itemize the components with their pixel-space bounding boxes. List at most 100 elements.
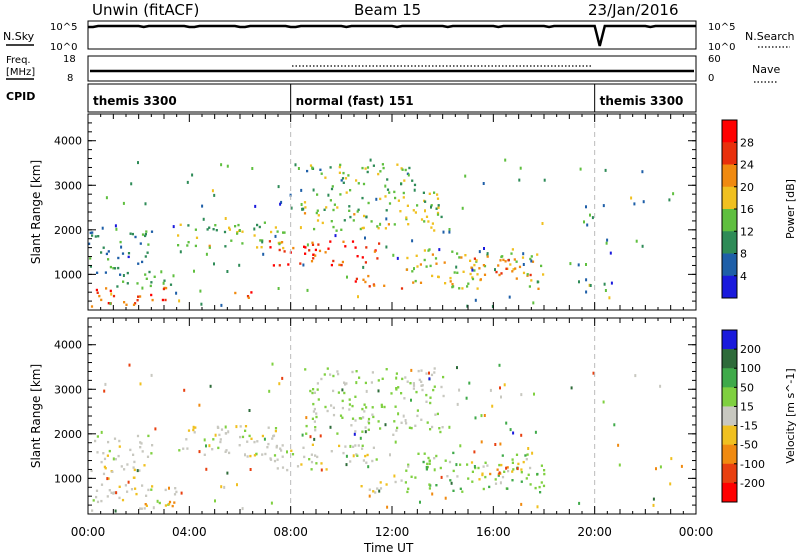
echo-cell — [278, 248, 281, 252]
echo-cell — [382, 166, 385, 170]
echo-cell — [162, 281, 165, 285]
echo-cell — [392, 253, 395, 257]
echo-cell — [402, 414, 405, 418]
echo-cell — [395, 372, 398, 375]
echo-cell — [90, 305, 94, 308]
echo-cell — [428, 459, 431, 462]
echo-cell — [345, 191, 348, 194]
echo-cell — [332, 406, 335, 409]
echo-cell — [362, 278, 365, 281]
echo-cell — [514, 267, 517, 270]
echo-cell — [253, 234, 256, 237]
echo-cell — [405, 469, 408, 472]
echo-cell — [668, 198, 671, 202]
echo-cell — [519, 166, 522, 170]
echo-cell — [498, 463, 501, 467]
echo-cell — [585, 278, 588, 282]
echo-cell — [150, 452, 153, 455]
echo-cell — [313, 420, 316, 423]
echo-cell — [354, 444, 357, 447]
echo-cell — [354, 246, 357, 249]
echo-cell — [431, 222, 434, 225]
velocity-colorbar: 200 100 50 15 -15 -50 -100 -200 Velocity [m s… — [721, 329, 797, 503]
echo-cell — [355, 179, 358, 182]
echo-cell — [178, 299, 181, 303]
panel-frame — [87, 317, 697, 515]
echo-cell — [213, 262, 215, 266]
echo-cell — [226, 164, 229, 168]
echo-cell — [396, 256, 399, 260]
echo-cell — [634, 374, 637, 378]
echo-cell — [365, 246, 368, 249]
echo-cell — [461, 490, 464, 493]
echo-cell — [152, 506, 155, 510]
echo-cell — [543, 472, 546, 476]
echo-cell — [602, 204, 605, 208]
echo-cell — [518, 265, 522, 269]
echo-cell — [299, 262, 302, 265]
echo-cell — [604, 168, 607, 172]
echo-cell — [588, 283, 591, 287]
echo-cell — [378, 242, 381, 245]
echo-cell — [123, 468, 126, 471]
echo-cell — [309, 389, 312, 393]
echo-cell — [390, 392, 393, 395]
echo-cell — [107, 440, 110, 444]
echo-cell — [406, 256, 409, 260]
echo-cell — [239, 425, 242, 428]
echo-cell — [437, 275, 440, 279]
echo-cell — [494, 268, 496, 272]
echo-cell — [499, 259, 502, 262]
echo-cell — [345, 382, 348, 385]
echo-cell — [570, 386, 573, 390]
echo-cell — [343, 381, 346, 384]
echo-cell — [483, 247, 485, 250]
echo-cell — [168, 500, 172, 504]
echo-cell — [432, 388, 435, 392]
echo-cell — [102, 452, 105, 455]
echo-cell — [290, 449, 293, 452]
echo-cell — [589, 284, 592, 287]
echo-cell — [449, 280, 452, 283]
echo-cell — [281, 444, 284, 447]
echo-cell — [578, 501, 581, 505]
echo-cell — [308, 458, 311, 461]
echo-cell — [456, 271, 459, 274]
echo-cell — [442, 230, 445, 234]
echo-cell — [502, 258, 505, 262]
echo-cell — [278, 242, 281, 246]
echo-cell — [144, 503, 147, 506]
echo-cell — [336, 206, 339, 209]
echo-cell — [314, 248, 317, 252]
echo-cell — [538, 485, 541, 489]
echo-cell — [141, 260, 144, 264]
echo-cell — [216, 425, 219, 429]
echo-cell — [276, 467, 279, 470]
echo-cell — [306, 169, 309, 173]
echo-cell — [392, 433, 395, 436]
echo-cell — [429, 401, 432, 405]
echo-cell — [407, 463, 410, 466]
echo-cell — [350, 424, 353, 427]
echo-cell — [356, 210, 359, 213]
echo-cell — [384, 227, 387, 230]
echo-cell — [384, 195, 387, 198]
cpid-panel: CPID themis 3300 normal (fast) 151 themis … — [6, 83, 697, 113]
nave-right-tick-bottom: 0 — [708, 73, 714, 84]
echo-cell — [362, 416, 365, 419]
echo-cell — [603, 282, 606, 286]
echo-cell — [407, 173, 410, 177]
echo-cell — [394, 196, 397, 200]
echo-cell — [539, 491, 542, 494]
echo-cell — [428, 248, 431, 251]
echo-cell — [116, 285, 119, 288]
echo-cell — [211, 189, 214, 193]
echo-cell — [186, 447, 189, 450]
echo-cell — [280, 200, 283, 204]
echo-cell — [515, 277, 518, 280]
echo-cell — [512, 431, 515, 435]
echo-cell — [200, 302, 203, 306]
echo-cell — [465, 396, 468, 400]
echo-cell — [442, 375, 445, 379]
echo-cell — [267, 442, 270, 446]
